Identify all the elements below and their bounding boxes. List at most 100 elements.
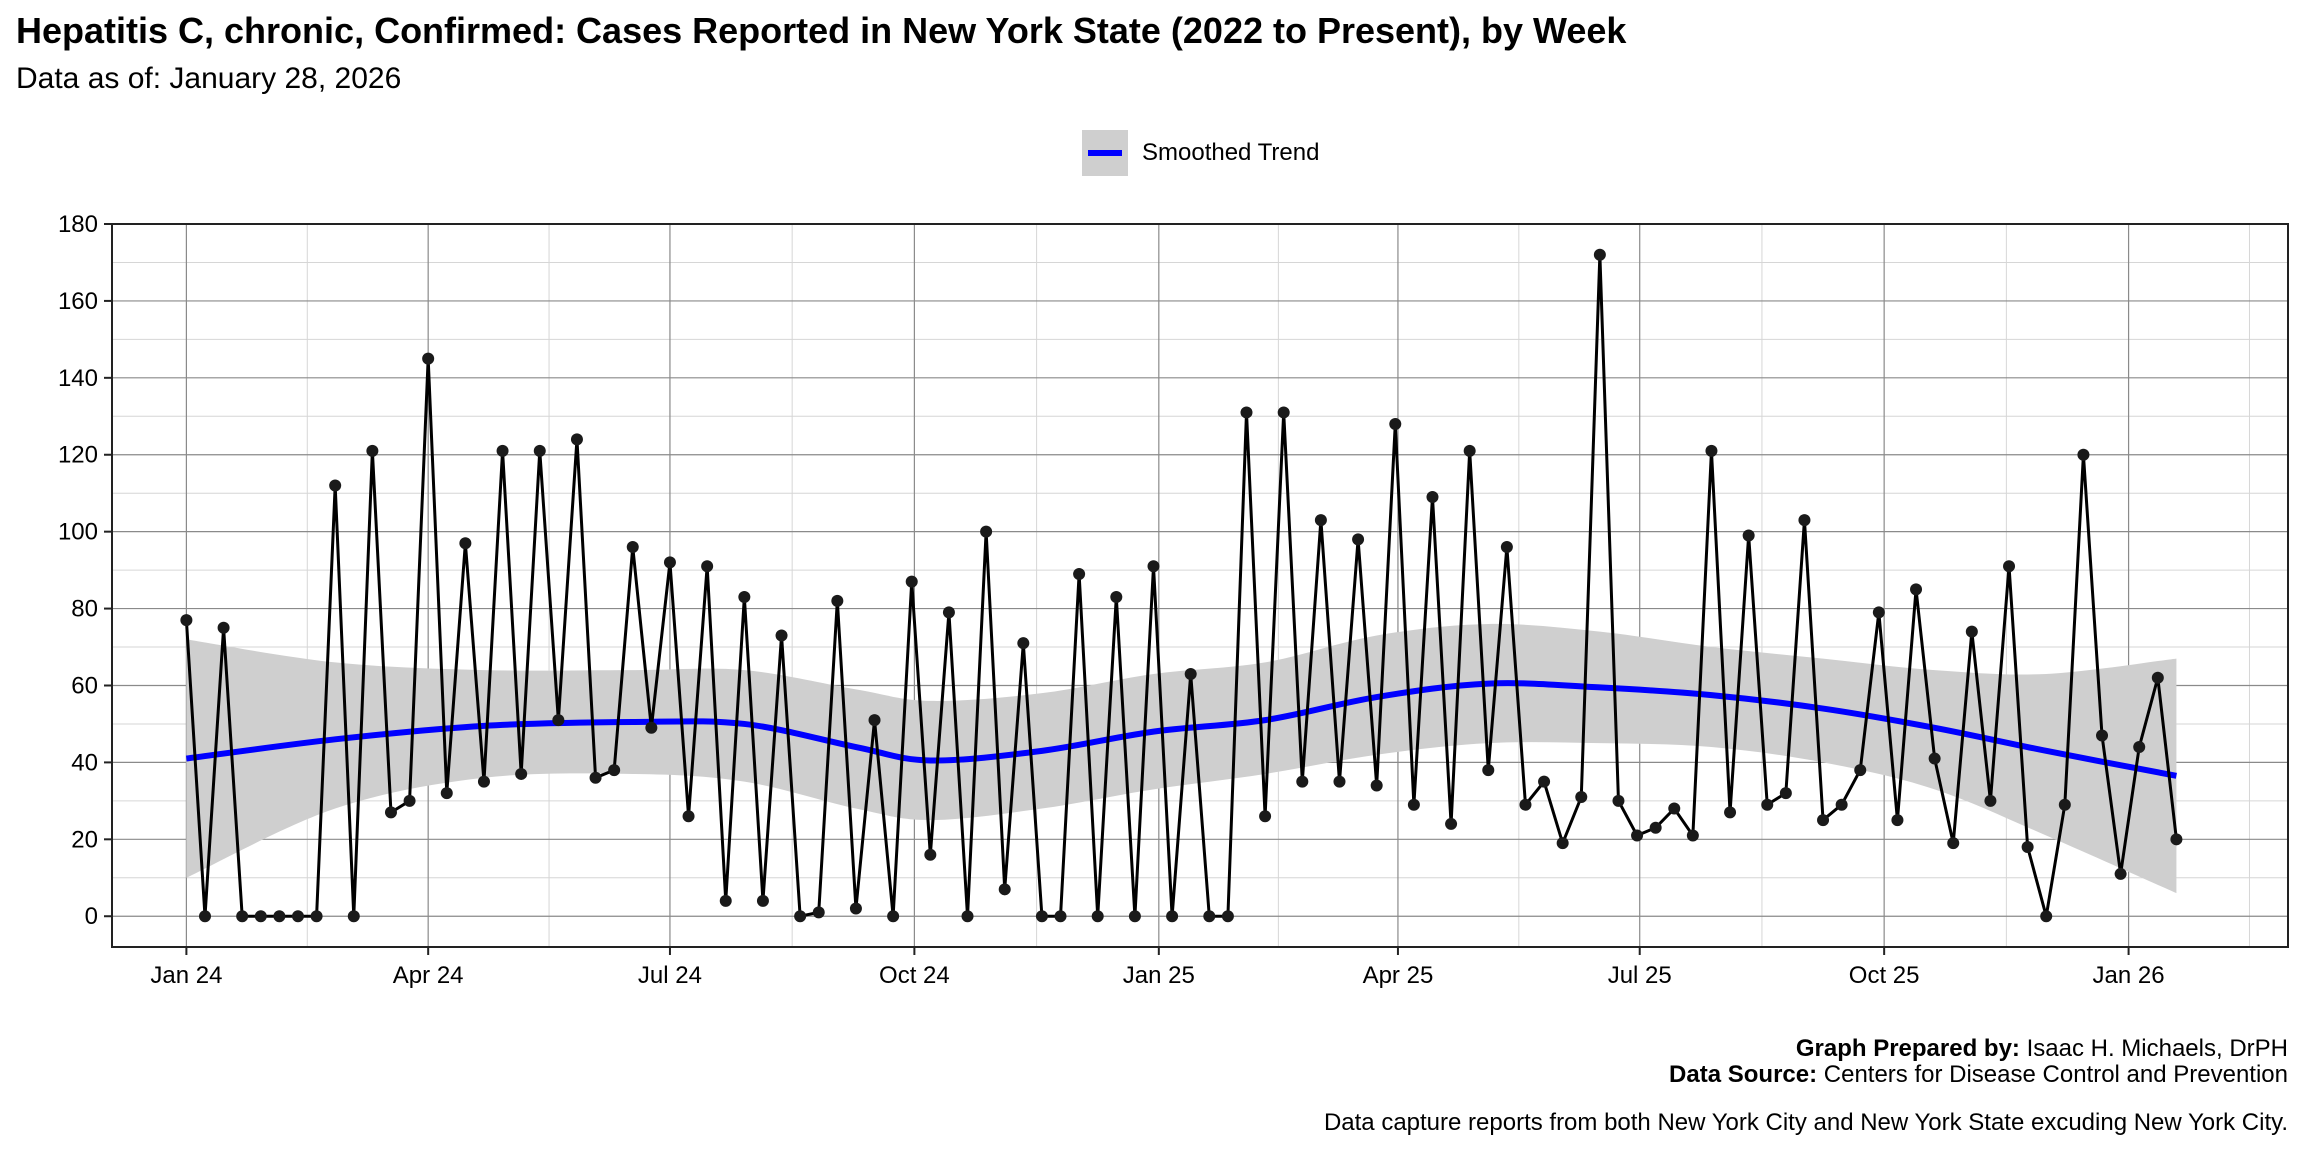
data-point <box>961 910 974 923</box>
data-point <box>868 714 881 727</box>
series-line <box>184 254 2178 919</box>
x-tick-label: Jan 24 <box>150 962 222 989</box>
data-point <box>1519 798 1532 811</box>
data-point <box>273 910 286 923</box>
data-point <box>496 444 509 457</box>
data-point <box>1984 794 1997 807</box>
data-point <box>1631 829 1644 842</box>
data-source-value: Centers for Disease Control and Preventi… <box>1817 1061 2288 1088</box>
data-point <box>980 525 993 538</box>
data-point <box>1593 248 1606 261</box>
data-point <box>1017 637 1030 650</box>
data-point <box>1854 764 1867 777</box>
data-point <box>2021 841 2034 854</box>
data-point <box>1296 775 1309 788</box>
data-point <box>1891 814 1904 827</box>
data-point <box>180 614 193 627</box>
data-point <box>1482 764 1495 777</box>
data-point <box>1463 444 1476 457</box>
data-point <box>1872 606 1885 619</box>
data-point <box>1928 752 1941 765</box>
data-point <box>942 606 955 619</box>
data-point <box>1128 910 1141 923</box>
data-point <box>515 767 528 780</box>
data-point <box>1054 910 1067 923</box>
data-point <box>2077 448 2090 461</box>
data-point <box>924 848 937 861</box>
data-point <box>422 352 435 365</box>
data-point <box>1370 779 1383 792</box>
prepared-by: Graph Prepared by: Isaac H. Michaels, Dr… <box>1669 1036 2288 1062</box>
smoothed-trend-legend-icon <box>1082 130 1128 176</box>
data-point <box>1184 667 1197 680</box>
data-point <box>998 883 1011 896</box>
data-point <box>1389 417 1402 430</box>
x-tick-label: Jul 25 <box>1608 962 1672 989</box>
data-point <box>1500 541 1513 554</box>
data-point <box>2058 798 2071 811</box>
data-point <box>887 910 900 923</box>
data-point <box>1761 798 1774 811</box>
data-point <box>1110 591 1123 604</box>
data-point <box>1742 529 1755 542</box>
y-tick-label: 20 <box>71 826 98 853</box>
data-source-label: Data Source: <box>1669 1061 1818 1088</box>
data-point <box>1817 814 1830 827</box>
x-tick-label: Jan 26 <box>2093 962 2165 989</box>
data-point <box>1649 821 1662 834</box>
axes: 0 20 40 60 80 100 120 140 160 180 Jan 24 Apr 24 Jul … <box>58 211 2289 989</box>
chart-title: Hepatitis C, chronic, Confirmed: Cases R… <box>16 10 1627 51</box>
data-point <box>1203 910 1216 923</box>
data-point <box>1779 787 1792 800</box>
y-tick-label: 120 <box>58 442 98 469</box>
data-point <box>1612 794 1625 807</box>
prepared-by-value: Isaac H. Michaels, DrPH <box>2019 1035 2288 1062</box>
data-point <box>794 910 807 923</box>
legend-label: Smoothed Trend <box>1142 139 1320 166</box>
data-point <box>1333 775 1346 788</box>
footer-note: Data capture reports from both New York … <box>1323 1109 2288 1136</box>
weekly-cases-line <box>184 254 2178 919</box>
x-tick-label: Jul 24 <box>638 962 702 989</box>
data-point <box>2151 671 2164 684</box>
data-point <box>663 556 676 569</box>
data-point <box>1352 533 1365 546</box>
data-point <box>2133 741 2146 754</box>
x-tick-label: Apr 25 <box>1363 962 1434 989</box>
y-tick-label: 100 <box>58 519 98 546</box>
data-point <box>1445 817 1458 830</box>
y-tick-label: 60 <box>71 672 98 699</box>
data-point <box>756 894 769 907</box>
data-point <box>1073 567 1086 580</box>
data-point <box>1965 625 1978 638</box>
data-point <box>775 629 788 642</box>
data-point <box>347 910 360 923</box>
data-point <box>831 594 844 607</box>
data-point <box>1947 837 1960 850</box>
data-point <box>719 894 732 907</box>
data-point <box>533 444 546 457</box>
data-point <box>1166 910 1179 923</box>
y-tick-label: 40 <box>71 749 98 776</box>
data-point <box>1091 910 1104 923</box>
data-point <box>645 721 658 734</box>
prepared-by-label: Graph Prepared by: <box>1795 1035 2020 1062</box>
data-point <box>1575 791 1588 804</box>
data-point <box>570 433 583 446</box>
data-point <box>1724 806 1737 819</box>
data-point <box>1277 406 1290 419</box>
data-point <box>1221 910 1234 923</box>
data-point <box>236 910 249 923</box>
data-point <box>682 810 695 823</box>
data-point <box>2114 867 2127 880</box>
data-point <box>608 764 621 777</box>
data-point <box>812 906 825 919</box>
data-point <box>1705 444 1718 457</box>
chart-svg: 0 20 40 60 80 100 120 140 160 180 Jan 24 Apr 24 Jul … <box>58 211 2289 989</box>
data-point <box>1426 491 1439 504</box>
data-point <box>2003 560 2016 573</box>
legend: Smoothed Trend <box>1082 130 1319 176</box>
data-point <box>2170 833 2183 846</box>
footer-credits: Graph Prepared by: Isaac H. Michaels, Dr… <box>1669 1036 2288 1088</box>
plot-border <box>111 223 2289 948</box>
